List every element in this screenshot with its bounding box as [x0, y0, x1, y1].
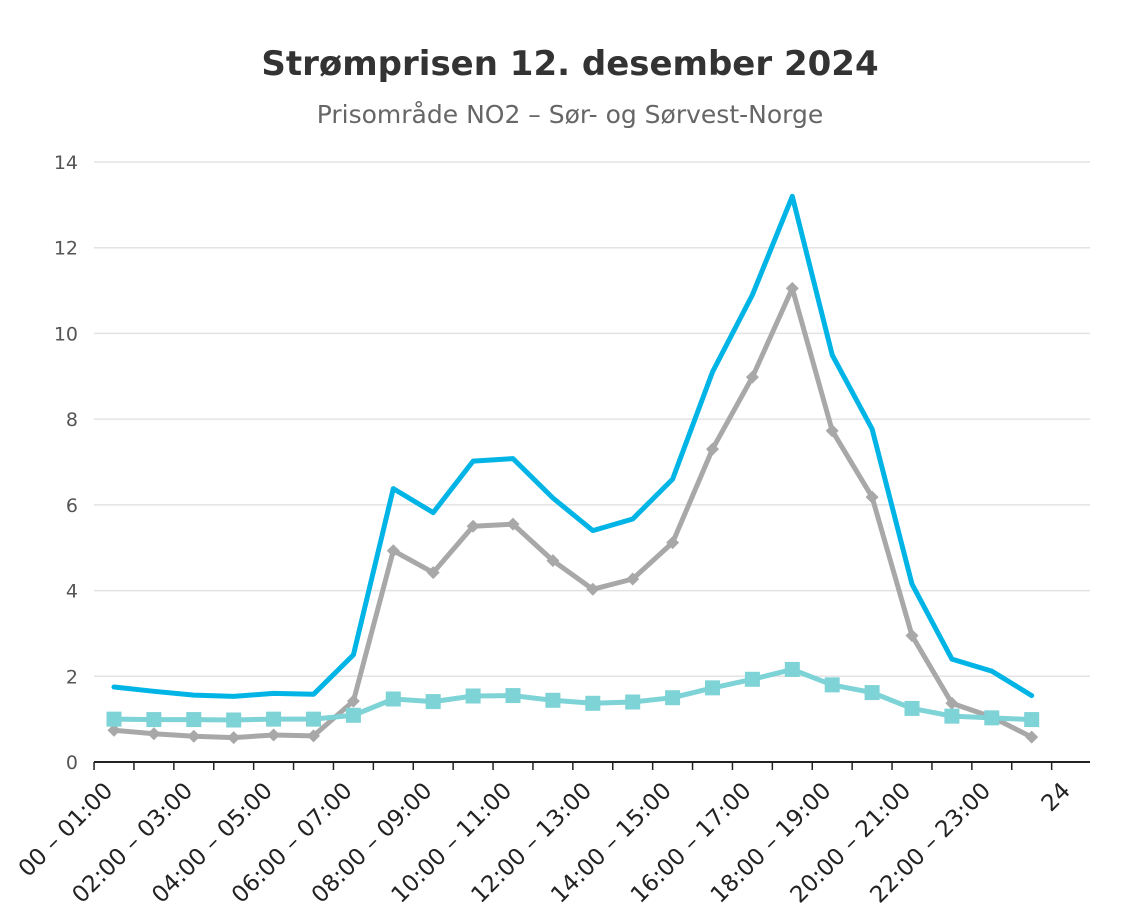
series-1 [111, 193, 1035, 699]
series-3-point [824, 677, 840, 693]
y-tick-label: 4 [66, 581, 78, 603]
series-2-point [466, 519, 480, 533]
series-2-point [426, 566, 440, 580]
series-2-point [227, 731, 241, 745]
y-tick-label: 6 [66, 495, 78, 517]
series-3-point [425, 694, 441, 710]
x-tick-label: 24 [1037, 778, 1076, 817]
y-tick-label: 2 [66, 666, 78, 688]
series-3-point [784, 661, 800, 677]
y-tick-label: 0 [66, 752, 78, 774]
series-3-point [505, 688, 521, 704]
series-3-point [904, 700, 920, 716]
series-2-point [706, 442, 719, 456]
series-3-point [545, 692, 561, 708]
series-3-point [186, 712, 202, 728]
series-3-point [665, 690, 681, 706]
series-2-point [147, 727, 161, 741]
series-3-point [864, 685, 880, 701]
series-1-line [111, 193, 1035, 699]
series-3-point [585, 695, 601, 711]
series-2-point [307, 729, 320, 743]
series-2-point [745, 370, 759, 384]
series-2-point [1025, 730, 1039, 744]
series-2 [107, 281, 1039, 745]
series-3-point [106, 711, 122, 727]
series-3-point [625, 694, 641, 710]
y-tick-label: 8 [66, 409, 78, 431]
series-3-point [465, 688, 481, 704]
chart-subtitle: Prisområde NO2 – Sør- og Sørvest-Norge [316, 100, 824, 129]
series-3-point [984, 710, 1000, 726]
series-2-point [666, 536, 680, 550]
series-3-point [944, 708, 960, 724]
series-2-point [825, 424, 839, 438]
series-2-point [546, 554, 560, 568]
series-2-point [187, 729, 201, 743]
series-3-point [744, 671, 760, 687]
y-tick-label: 12 [54, 238, 78, 260]
series-3 [106, 661, 1040, 728]
chart-title: Strømprisen 12. desember 2024 [261, 44, 879, 84]
series-3-point [385, 691, 401, 707]
series-2-line [111, 285, 1035, 741]
y-tick-label: 10 [54, 323, 78, 345]
series-3-point [1024, 712, 1040, 728]
series-2-point [785, 281, 799, 295]
series-2-point [107, 723, 121, 737]
series-2-point [386, 544, 400, 558]
series-3-point [226, 712, 242, 728]
series-3-point [146, 712, 162, 728]
series-2-point [865, 490, 879, 504]
y-tick-label: 14 [54, 152, 78, 174]
series-2-point [586, 582, 600, 596]
series-2-point [626, 572, 640, 586]
series-3-point [266, 711, 282, 727]
series-2-point [506, 517, 520, 531]
series-2-point [905, 629, 919, 643]
series-2-point [346, 694, 360, 708]
series-2-point [945, 696, 959, 710]
series-3-point [345, 707, 361, 723]
series-3-point [705, 680, 720, 696]
series-2-point [267, 728, 281, 742]
series-3-point [306, 711, 321, 727]
